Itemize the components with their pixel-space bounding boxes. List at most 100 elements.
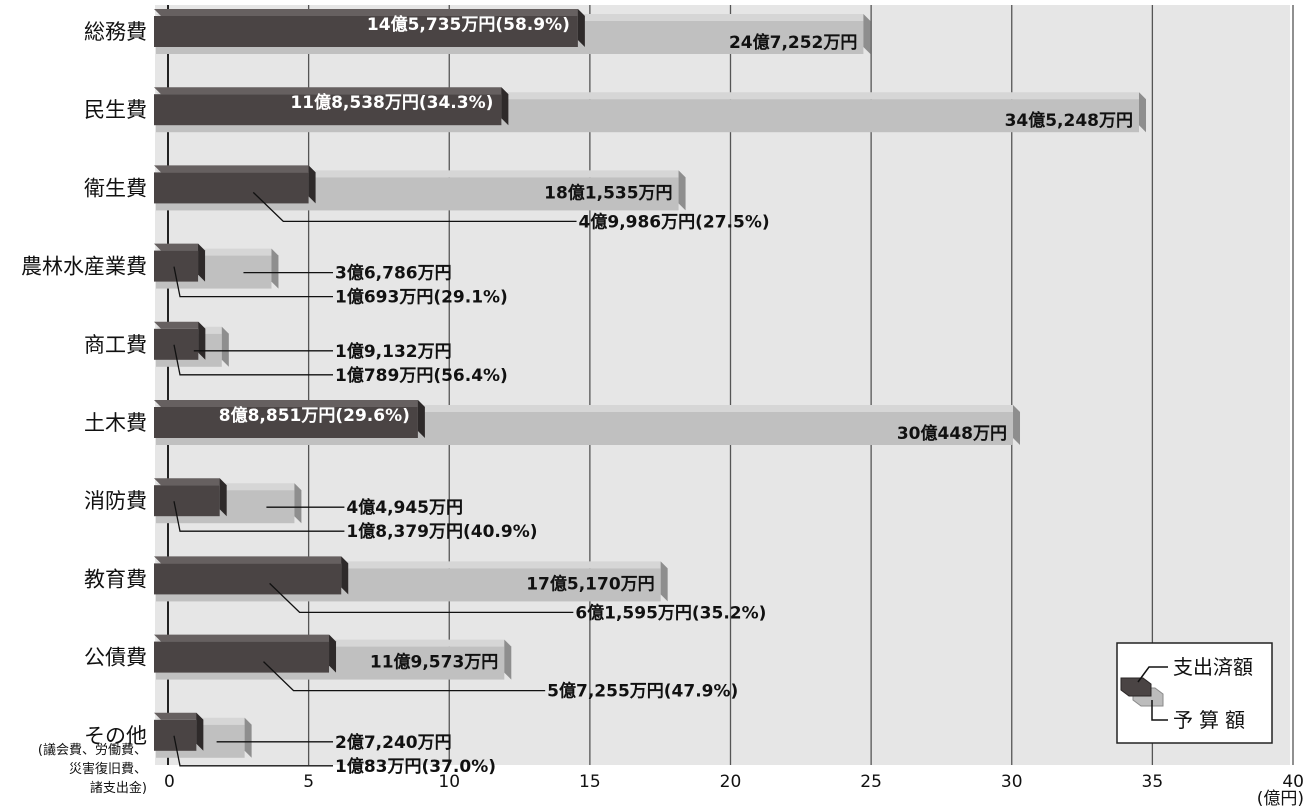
- category-note-line-3: 諸支出金): [90, 780, 147, 796]
- category-note-line-2: 災害復旧費、: [69, 761, 147, 777]
- category-label: 土木費: [84, 411, 147, 435]
- spent-bar-side: [329, 634, 337, 673]
- budget-bar-side: [221, 326, 229, 367]
- budget-bar-side: [271, 248, 279, 289]
- spent-bar: [154, 712, 204, 751]
- budget-bar-side: [678, 170, 686, 211]
- budget-bar-side: [863, 14, 871, 54]
- bar-row: [154, 478, 302, 524]
- budget-value-label: 30億448万円: [897, 423, 1007, 444]
- legend-leader-spent: [1137, 666, 1168, 683]
- spent-value-label: 6億1,595万円(35.2%): [575, 602, 766, 623]
- spent-leader-line: [173, 344, 333, 376]
- spent-bar-front: [154, 563, 342, 595]
- category-label: 総務費: [84, 20, 147, 44]
- budget-value-label: 34億5,248万円: [1005, 110, 1133, 131]
- spent-value-label: 1億83万円(37.0%): [335, 756, 496, 777]
- x-tick-label: 40: [1282, 772, 1304, 792]
- spent-bar-top: [154, 321, 206, 329]
- spent-bar-top: [154, 165, 316, 173]
- bar-row: [154, 9, 871, 54]
- spent-bar-side: [198, 243, 206, 282]
- legend-leader-budget: [1151, 700, 1168, 721]
- spent-bar-front: [154, 172, 309, 204]
- spent-leader-line: [263, 661, 546, 692]
- x-tick-label: 10: [438, 772, 460, 792]
- category-note-line-1: (議会費、労働費、: [38, 743, 147, 758]
- budget-bar-side: [1013, 405, 1021, 445]
- spent-bar-top: [154, 9, 585, 16]
- spent-bar-top: [154, 478, 227, 486]
- spent-bar-top: [154, 712, 204, 720]
- bar-row: [154, 400, 1021, 445]
- budget-value-label: 17億5,170万円: [526, 573, 654, 594]
- x-tick-label: 20: [720, 772, 742, 792]
- spent-bar-top: [154, 634, 337, 642]
- budget-value-label: 18億1,535万円: [544, 182, 672, 203]
- category-label: 商工費: [84, 333, 147, 357]
- category-label: 消防費: [84, 489, 147, 513]
- spent-value-label: 4億9,986万円(27.5%): [579, 211, 770, 232]
- spent-value-label: 1億789万円(56.4%): [335, 365, 508, 386]
- spent-leader-line: [269, 582, 574, 614]
- budget-value-label: 11億9,573万円: [370, 652, 498, 673]
- spent-value-label: 1億693万円(29.1%): [335, 287, 508, 308]
- budget-value-label: 4億4,945万円: [346, 497, 463, 518]
- bar-row: [154, 634, 512, 680]
- legend-label-spent: 支出済額: [1173, 655, 1253, 679]
- spent-bar: [154, 478, 227, 517]
- spent-bar-front: [154, 407, 418, 438]
- budget-value-label: 3億6,786万円: [335, 263, 452, 284]
- budget-bar-side: [1139, 92, 1147, 133]
- legend-swatch-spent: [1120, 677, 1152, 697]
- spent-bar-top: [154, 400, 425, 407]
- spent-bar-top: [154, 556, 349, 564]
- bar-row: [154, 712, 252, 758]
- spent-leader-line: [173, 735, 333, 767]
- spent-bar-front: [154, 719, 197, 751]
- legend: 支出済額 予算額: [1116, 642, 1273, 744]
- category-label: 衛生費: [84, 176, 147, 200]
- spent-value-label: 14億5,735万円(58.9%): [367, 14, 570, 35]
- spent-value-label: 1億8,379万円(40.9%): [346, 521, 537, 542]
- bar-row: [154, 87, 1147, 133]
- spent-bar: [154, 243, 206, 282]
- x-tick-label: 25: [860, 772, 882, 792]
- spent-value-label: 11億8,538万円(34.3%): [290, 92, 493, 113]
- category-label: 農林水産業費: [21, 255, 147, 279]
- bar-row: [154, 243, 279, 289]
- spent-leader-line: [173, 501, 345, 532]
- category-label: その他: [84, 724, 147, 748]
- budget-bar-side: [660, 561, 668, 602]
- x-tick-label: 30: [1001, 772, 1023, 792]
- x-axis-unit: (億円): [1257, 789, 1304, 809]
- budget-value-label: 24億7,252万円: [729, 32, 857, 53]
- spent-bar: [154, 165, 316, 204]
- bars: [154, 9, 1147, 758]
- budget-bar-side: [504, 639, 512, 680]
- bar-row: [154, 165, 686, 211]
- spent-bar-side: [341, 556, 349, 595]
- spent-bar-side: [219, 478, 227, 517]
- spent-bar: [154, 556, 349, 595]
- budget-bar-side: [244, 717, 252, 758]
- spent-bar: [154, 634, 337, 673]
- spent-value-label: 8億8,851万円(29.6%): [219, 405, 410, 426]
- spent-value-label: 5億7,255万円(47.9%): [547, 681, 738, 702]
- budget-value-label: 1億9,132万円: [335, 341, 452, 362]
- spent-bar: [154, 321, 206, 360]
- spent-bar-side: [196, 712, 204, 751]
- spent-bar-front: [154, 485, 220, 517]
- spent-bar-front: [154, 94, 502, 126]
- x-tick-label: 0: [164, 772, 175, 792]
- x-tick-label: 5: [303, 772, 314, 792]
- spent-bar-side: [577, 9, 585, 47]
- spent-leader-line: [252, 191, 577, 223]
- spent-bar-side: [308, 165, 316, 204]
- legend-label-budget: 予算額: [1173, 708, 1251, 732]
- bar-row: [154, 321, 229, 367]
- category-label: 教育費: [84, 567, 147, 591]
- spent-bar-top: [154, 243, 206, 251]
